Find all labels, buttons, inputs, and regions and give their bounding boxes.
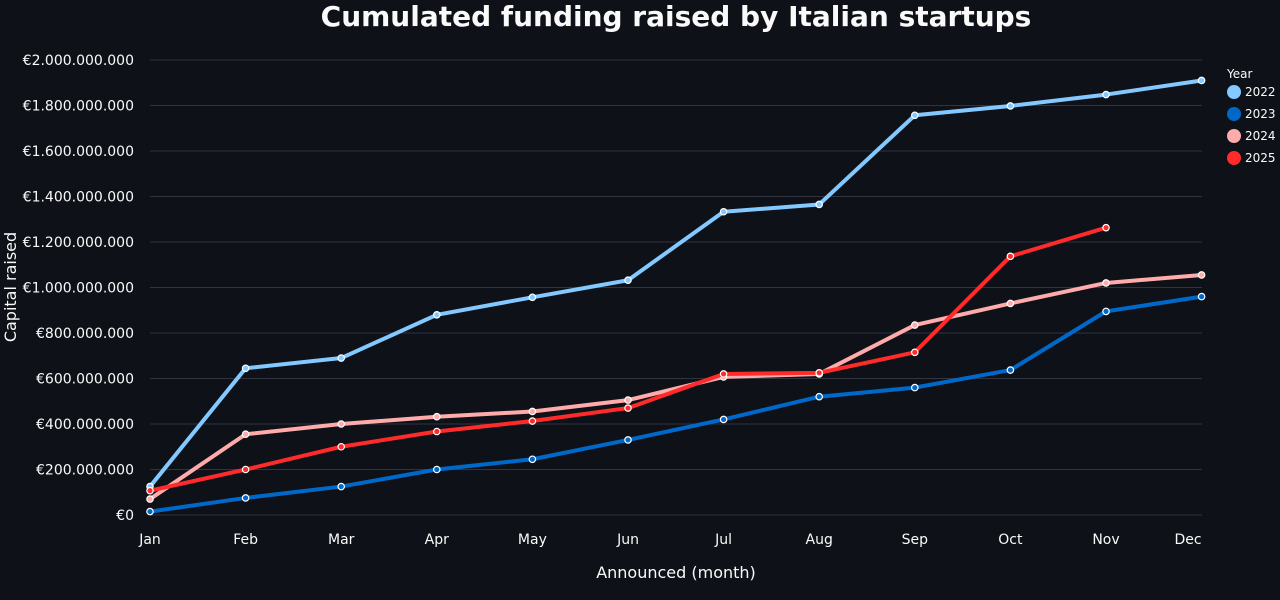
series-2024[interactable] bbox=[146, 271, 1206, 503]
data-point[interactable] bbox=[815, 200, 824, 209]
data-point[interactable] bbox=[815, 392, 824, 401]
series-2023[interactable] bbox=[146, 292, 1206, 516]
y-tick-label: €1.000.000.000 bbox=[23, 281, 134, 297]
data-point[interactable] bbox=[432, 412, 441, 421]
y-tick-label: €1.600.000.000 bbox=[23, 144, 134, 160]
series-2025[interactable] bbox=[146, 223, 1110, 495]
y-tick-label: €400.000.000 bbox=[36, 417, 134, 433]
y-tick-label: €1.800.000.000 bbox=[23, 99, 134, 115]
data-point[interactable] bbox=[146, 507, 154, 516]
y-tick-label: €200.000.000 bbox=[36, 463, 134, 479]
x-tick-label: May bbox=[518, 532, 547, 548]
x-tick-label: Oct bbox=[998, 532, 1023, 548]
data-point[interactable] bbox=[1006, 102, 1015, 110]
data-point[interactable] bbox=[241, 364, 250, 373]
x-tick-label: Mar bbox=[328, 532, 355, 548]
data-point[interactable] bbox=[337, 442, 346, 451]
legend-item[interactable]: 2022 bbox=[1227, 85, 1276, 99]
legend-label: 2025 bbox=[1245, 151, 1276, 165]
data-point[interactable] bbox=[624, 276, 632, 285]
legend-label: 2022 bbox=[1245, 85, 1276, 99]
legend-title: Year bbox=[1226, 67, 1252, 81]
data-point[interactable] bbox=[241, 430, 250, 439]
x-tick-label: Apr bbox=[425, 532, 449, 548]
series-line[interactable] bbox=[148, 225, 1108, 493]
data-point[interactable] bbox=[241, 465, 250, 474]
data-point[interactable] bbox=[719, 207, 728, 216]
legend-marker bbox=[1227, 107, 1241, 121]
data-point[interactable] bbox=[1102, 223, 1110, 232]
legend-label: 2024 bbox=[1245, 129, 1276, 143]
data-point[interactable] bbox=[815, 369, 824, 377]
x-tick-label: Nov bbox=[1092, 532, 1119, 548]
y-tick-label: €1.400.000.000 bbox=[23, 190, 134, 206]
legend-label: 2023 bbox=[1245, 107, 1276, 121]
data-point[interactable] bbox=[528, 417, 537, 425]
data-point[interactable] bbox=[337, 354, 346, 362]
legend-item[interactable]: 2025 bbox=[1227, 151, 1276, 165]
grid bbox=[150, 59, 1202, 516]
x-tick-label: Jun bbox=[616, 532, 639, 548]
legend-item[interactable]: 2023 bbox=[1227, 107, 1276, 121]
x-tick-label: Feb bbox=[233, 532, 258, 548]
data-point[interactable] bbox=[719, 415, 728, 424]
x-tick-label: Aug bbox=[806, 532, 833, 548]
data-point[interactable] bbox=[241, 494, 250, 502]
data-point[interactable] bbox=[146, 486, 154, 495]
data-point[interactable] bbox=[624, 404, 632, 412]
x-tick-label: Sep bbox=[902, 532, 929, 548]
data-point[interactable] bbox=[910, 383, 919, 392]
data-point[interactable] bbox=[1197, 292, 1206, 301]
data-point[interactable] bbox=[432, 465, 441, 474]
data-point[interactable] bbox=[1197, 271, 1206, 279]
y-tick-label: €800.000.000 bbox=[36, 326, 134, 342]
data-point[interactable] bbox=[1102, 279, 1110, 287]
y-tick-label: €0 bbox=[116, 508, 134, 524]
x-tick-label: Jan bbox=[138, 532, 161, 548]
x-axis-ticks: Jan Feb Mar Apr May Jun Jul Aug Sep Oct Nov Dec bbox=[138, 532, 1201, 548]
x-axis-title: Announced (month) bbox=[596, 563, 756, 582]
data-point[interactable] bbox=[624, 396, 632, 404]
legend-marker bbox=[1227, 129, 1241, 143]
data-point[interactable] bbox=[910, 321, 919, 329]
data-point[interactable] bbox=[528, 293, 537, 302]
data-point[interactable] bbox=[910, 348, 919, 357]
y-tick-label: €2.000.000.000 bbox=[23, 53, 134, 69]
series-line[interactable] bbox=[148, 294, 1204, 514]
y-tick-label: €1.200.000.000 bbox=[23, 235, 134, 251]
data-point[interactable] bbox=[337, 420, 346, 428]
data-point[interactable] bbox=[337, 482, 346, 491]
data-point[interactable] bbox=[910, 111, 919, 120]
data-point[interactable] bbox=[1197, 76, 1206, 85]
series-lines bbox=[146, 76, 1206, 516]
legend-marker bbox=[1227, 151, 1241, 165]
legend[interactable]: Year 2022 2023 2024 2025 bbox=[1226, 67, 1276, 165]
data-point[interactable] bbox=[624, 436, 632, 444]
data-point[interactable] bbox=[1006, 366, 1015, 374]
data-point[interactable] bbox=[432, 427, 441, 436]
data-point[interactable] bbox=[528, 407, 537, 416]
data-point[interactable] bbox=[432, 310, 441, 319]
data-point[interactable] bbox=[1102, 90, 1110, 99]
x-tick-label: Jul bbox=[714, 532, 732, 548]
data-point[interactable] bbox=[528, 455, 537, 464]
data-point[interactable] bbox=[146, 495, 154, 503]
x-tick-label: Dec bbox=[1174, 532, 1201, 548]
y-tick-label: €600.000.000 bbox=[36, 372, 134, 388]
data-point[interactable] bbox=[1102, 307, 1110, 316]
data-point[interactable] bbox=[1006, 299, 1015, 308]
legend-item[interactable]: 2024 bbox=[1227, 129, 1276, 143]
chart-title: Cumulated funding raised by Italian star… bbox=[321, 0, 1032, 33]
data-point[interactable] bbox=[1006, 252, 1015, 261]
series-line[interactable] bbox=[148, 78, 1204, 489]
data-point[interactable] bbox=[719, 370, 728, 378]
series-line[interactable] bbox=[148, 272, 1204, 502]
legend-marker bbox=[1227, 85, 1241, 99]
y-axis-ticks: €0 €200.000.000 €400.000.000 €600.000.000 €8… bbox=[23, 53, 134, 524]
y-axis-title: Capital raised bbox=[1, 232, 20, 342]
